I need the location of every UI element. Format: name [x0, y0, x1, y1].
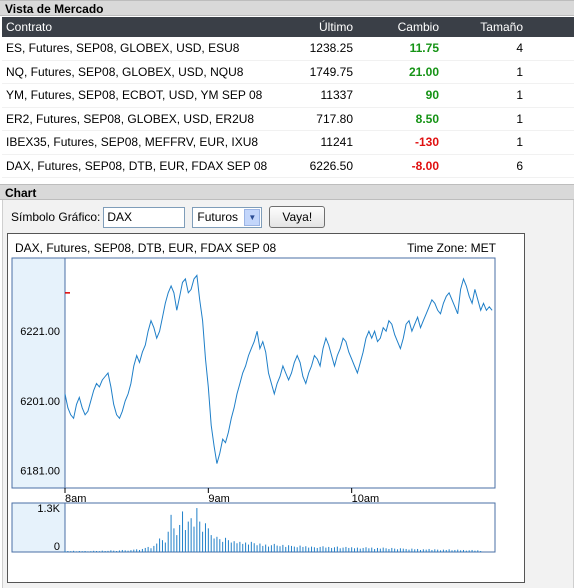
- y-tick-label: 6201.00: [20, 396, 60, 408]
- cell-change: 90: [425, 88, 439, 103]
- cell-contract: DAX, Futures, SEP08, DTB, EUR, FDAX SEP …: [6, 158, 268, 173]
- cell-contract: IBEX35, Futures, SEP08, MEFFRV, EUR, IXU…: [6, 135, 259, 150]
- market-view-header: Vista de Mercado: [0, 0, 574, 16]
- price-plot-area: [64, 257, 496, 489]
- cell-change: -8.00: [411, 158, 439, 173]
- table-row[interactable]: NQ, Futures, SEP08, GLOBEX, USD, NQU8 174…: [2, 60, 574, 84]
- table-row[interactable]: ES, Futures, SEP08, GLOBEX, USD, ESU8 123…: [2, 37, 574, 61]
- table-row[interactable]: YM, Futures, SEP08, ECBOT, USD, YM SEP 0…: [2, 84, 574, 108]
- symbol-label: Símbolo Gráfico:: [11, 210, 101, 224]
- column-header-contract[interactable]: Contrato: [6, 20, 53, 34]
- cell-change: 21.00: [408, 64, 439, 79]
- instrument-type-select[interactable]: Futuros ▼: [192, 206, 263, 228]
- cell-size: 1: [516, 111, 523, 126]
- volume-tick-label: 0: [54, 541, 60, 553]
- cell-last: 11337: [320, 88, 353, 103]
- cell-contract: ES, Futures, SEP08, GLOBEX, USD, ESU8: [6, 41, 240, 56]
- market-view-title: Vista de Mercado: [5, 2, 104, 16]
- x-tick-label: 10am: [352, 493, 380, 505]
- x-tick-label: 9am: [208, 493, 229, 505]
- market-table-header: Contrato Último Cambio Tamaño: [2, 17, 574, 37]
- symbol-input[interactable]: [103, 206, 186, 228]
- go-button[interactable]: Vaya!: [269, 206, 326, 228]
- volume-tick-label: 1.3K: [37, 503, 60, 515]
- volume-bars: [64, 508, 482, 552]
- y-axis-gutter: [11, 257, 66, 489]
- cell-change: 11.75: [409, 41, 439, 56]
- cell-size: 6: [516, 158, 523, 173]
- cell-contract: NQ, Futures, SEP08, GLOBEX, USD, NQU8: [6, 64, 244, 79]
- column-header-last[interactable]: Último: [318, 20, 353, 34]
- volume-plot-area: [64, 502, 496, 553]
- chart-timezone: Time Zone: MET: [407, 241, 496, 255]
- cell-contract: ER2, Futures, SEP08, GLOBEX, USD, ER2U8: [6, 111, 255, 126]
- price-series-line: [64, 274, 493, 464]
- cell-last: 11241: [320, 135, 353, 150]
- chart-panel-header: Chart: [0, 184, 574, 200]
- cell-last: 717.80: [316, 111, 353, 126]
- cell-size: 1: [516, 135, 523, 150]
- cell-size: 1: [516, 88, 523, 103]
- table-row[interactable]: DAX, Futures, SEP08, DTB, EUR, FDAX SEP …: [2, 154, 574, 178]
- y-tick-label: 6221.00: [20, 326, 60, 338]
- cell-change: 8.50: [415, 111, 439, 126]
- cell-change: -130: [414, 135, 439, 150]
- chart-controls: Símbolo Gráfico: Futuros ▼ Vaya!: [11, 206, 326, 228]
- column-header-change[interactable]: Cambio: [397, 20, 439, 34]
- column-header-size[interactable]: Tamaño: [480, 20, 523, 34]
- cell-last: 1238.25: [309, 41, 353, 56]
- volume-y-gutter: [11, 502, 66, 553]
- cell-last: 6226.50: [309, 158, 353, 173]
- chevron-down-icon[interactable]: ▼: [244, 208, 261, 226]
- cell-contract: YM, Futures, SEP08, ECBOT, USD, YM SEP 0…: [6, 88, 263, 103]
- x-tick-label: 8am: [65, 493, 86, 505]
- cell-last: 1749.75: [309, 64, 353, 79]
- table-row[interactable]: IBEX35, Futures, SEP08, MEFFRV, EUR, IXU…: [2, 131, 574, 155]
- chart-title: DAX, Futures, SEP08, DTB, EUR, FDAX SEP …: [15, 241, 277, 255]
- instrument-type-value: Futuros: [197, 210, 239, 224]
- cell-size: 1: [516, 64, 523, 79]
- chart-panel-title: Chart: [5, 186, 37, 200]
- table-row[interactable]: ER2, Futures, SEP08, GLOBEX, USD, ER2U8 7…: [2, 107, 574, 131]
- market-table: Contrato Último Cambio Tamaño ES, Future…: [2, 17, 574, 178]
- y-tick-label: 6181.00: [20, 466, 60, 478]
- cell-size: 4: [516, 41, 523, 56]
